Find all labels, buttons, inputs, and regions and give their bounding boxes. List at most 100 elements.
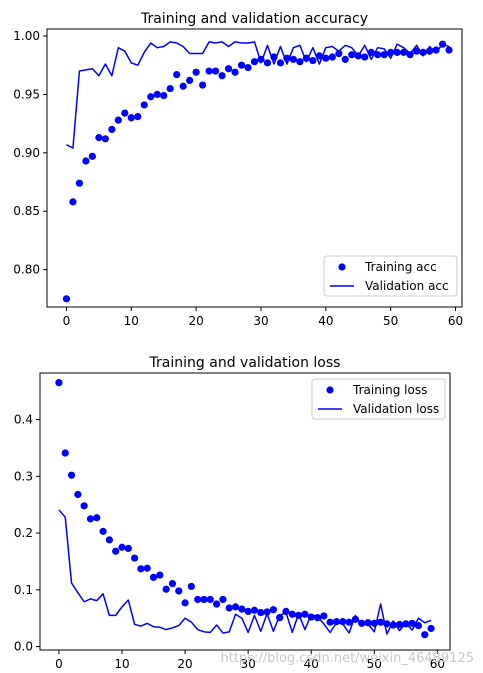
legend-label: Training loss xyxy=(352,383,427,397)
data-point-training-loss xyxy=(364,619,372,627)
x-tick-label: 0 xyxy=(63,314,71,328)
data-point-training-loss xyxy=(187,582,195,591)
x-tick-label: 10 xyxy=(114,657,129,671)
legend-box xyxy=(323,255,458,297)
x-tick-label: 0 xyxy=(55,657,63,671)
x-tick-label: 60 xyxy=(430,657,445,671)
data-point-training-acc xyxy=(348,51,356,59)
data-point-training-acc xyxy=(192,68,200,76)
data-point-training-acc xyxy=(153,90,161,99)
data-point-training-acc xyxy=(205,67,213,75)
data-point-training-loss xyxy=(414,621,423,630)
data-point-training-loss xyxy=(175,587,183,595)
data-point-training-acc xyxy=(361,53,369,61)
data-point-training-loss xyxy=(162,585,170,593)
data-point-training-loss xyxy=(112,547,120,555)
data-point-training-acc xyxy=(69,198,77,206)
y-tick-label: 0.0 xyxy=(14,640,33,654)
data-point-training-acc xyxy=(82,157,90,165)
data-point-training-loss xyxy=(55,379,63,387)
data-point-training-loss xyxy=(421,631,429,639)
data-point-training-loss xyxy=(213,600,221,608)
data-point-training-loss xyxy=(168,579,177,588)
legend-label: Validation acc xyxy=(365,279,449,293)
legend-label: Validation loss xyxy=(353,402,439,416)
accuracy-chart: Training and validation accuracy 0 10 20 30 4… xyxy=(13,11,463,328)
series-line-validation-loss xyxy=(58,509,432,635)
data-point-training-acc xyxy=(445,46,453,54)
x-tick-label: 60 xyxy=(448,314,463,328)
data-point-training-acc xyxy=(400,48,408,56)
data-point-training-acc xyxy=(341,55,349,63)
data-point-training-loss xyxy=(93,514,101,522)
data-point-training-loss xyxy=(143,564,151,572)
data-point-training-acc xyxy=(393,48,401,56)
data-point-training-acc xyxy=(173,70,181,79)
data-point-training-acc xyxy=(121,109,129,117)
data-point-training-loss xyxy=(99,527,107,535)
data-point-training-loss xyxy=(124,544,132,552)
data-point-training-loss xyxy=(345,618,353,626)
data-point-training-acc xyxy=(179,82,187,90)
data-point-training-acc xyxy=(147,93,155,101)
legend-dot-swatch xyxy=(338,263,346,271)
data-point-training-acc xyxy=(335,49,343,58)
data-point-training-acc xyxy=(127,114,135,122)
data-point-training-acc xyxy=(166,84,174,93)
y-tick-label: 0.1 xyxy=(14,583,33,597)
data-point-training-loss xyxy=(269,606,277,614)
data-point-training-acc xyxy=(108,125,116,134)
data-point-training-loss xyxy=(332,618,341,626)
x-tick-label: 40 xyxy=(318,314,333,328)
data-point-training-loss xyxy=(238,605,246,613)
data-point-training-acc xyxy=(134,113,142,121)
x-tick-label: 20 xyxy=(177,657,192,671)
data-point-training-loss xyxy=(105,536,113,544)
data-point-training-acc xyxy=(160,91,168,100)
data-point-training-acc xyxy=(114,116,122,124)
data-point-training-acc xyxy=(289,55,298,63)
x-tick-label: 30 xyxy=(253,314,268,328)
data-point-training-loss xyxy=(67,471,76,479)
data-point-training-acc xyxy=(432,46,440,54)
data-point-training-loss xyxy=(231,603,240,611)
data-point-training-loss xyxy=(181,599,189,607)
x-tick-label: 50 xyxy=(367,657,382,671)
data-point-training-loss xyxy=(326,618,334,626)
x-tick-label: 50 xyxy=(383,314,398,328)
data-point-training-loss xyxy=(156,571,164,579)
data-point-training-loss xyxy=(301,610,309,618)
legend-dot-swatch xyxy=(326,386,334,394)
y-tick-label: 0.3 xyxy=(14,469,33,483)
watermark-text: https://blog.csdn.net/weixin_46489125 xyxy=(220,651,474,666)
data-point-training-loss xyxy=(206,595,214,604)
series-line-validation-acc xyxy=(66,41,450,149)
y-tick-label: 0.85 xyxy=(13,204,40,218)
data-point-training-acc xyxy=(237,61,246,69)
y-tick-label: 0.4 xyxy=(14,413,33,427)
data-point-training-acc xyxy=(75,179,84,187)
data-point-training-acc xyxy=(276,59,285,67)
data-point-training-loss xyxy=(149,573,158,581)
plot-frame xyxy=(46,28,463,308)
chart-title: Training and validation accuracy xyxy=(140,11,368,27)
data-point-training-acc xyxy=(328,53,336,61)
data-point-training-loss xyxy=(80,502,88,510)
data-point-training-loss xyxy=(244,607,252,616)
x-tick-label: 40 xyxy=(304,657,319,671)
data-point-training-loss xyxy=(320,612,328,620)
data-point-training-loss xyxy=(118,543,126,551)
data-point-training-acc xyxy=(95,134,103,142)
data-point-training-loss xyxy=(257,608,265,617)
data-point-training-acc xyxy=(231,68,239,76)
data-point-training-acc xyxy=(322,54,330,62)
data-point-training-loss xyxy=(395,620,404,629)
data-point-training-loss xyxy=(200,595,208,604)
x-tick-label: 20 xyxy=(189,314,204,328)
data-point-training-acc xyxy=(218,72,226,80)
data-point-training-acc xyxy=(224,65,233,73)
data-point-training-loss xyxy=(61,449,69,457)
data-point-training-loss xyxy=(263,608,271,616)
data-point-training-acc xyxy=(62,295,71,303)
